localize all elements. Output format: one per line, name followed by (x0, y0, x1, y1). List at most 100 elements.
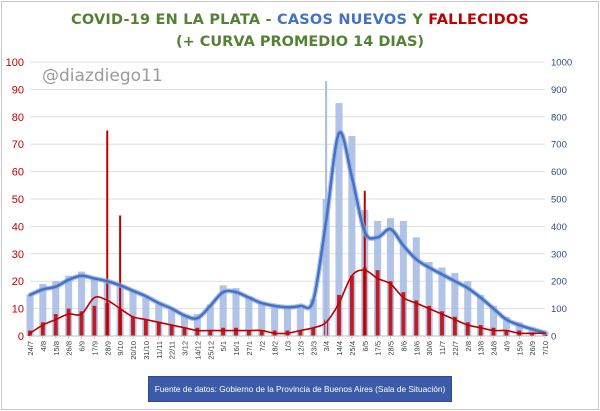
cases-average-point (492, 307, 495, 310)
x-tick-label: 7/10 (541, 341, 550, 356)
x-tick-label: 14/12 (193, 341, 202, 360)
deaths-average-point (80, 313, 83, 315)
author-watermark: @diazdiego11 (42, 66, 163, 86)
deaths-average-point (428, 308, 430, 310)
deaths-average-point (222, 329, 224, 332)
x-tick-label: 14/4 (335, 341, 344, 356)
deaths-bar (375, 270, 380, 336)
x-tick-label: 16/1 (232, 341, 241, 356)
deaths-average-point (364, 269, 366, 271)
right-axis-tick-label: 0 (551, 332, 556, 343)
deaths-average-point (441, 313, 443, 315)
deaths-average-point (93, 297, 95, 299)
x-tick-label: 30/6 (425, 341, 434, 356)
cases-bar (412, 237, 420, 336)
cases-bar (348, 135, 356, 336)
deaths-bar (182, 327, 187, 336)
cases-average-point (42, 288, 44, 291)
cases-average-point (106, 280, 109, 283)
deaths-average-point (55, 318, 57, 321)
right-axis-tick-label: 400 (551, 222, 567, 233)
deaths-bar (259, 330, 264, 336)
cases-average-point (402, 244, 405, 247)
left-axis-tick-label: 10 (12, 304, 24, 316)
deaths-average-point (325, 321, 327, 323)
cases-average-point (286, 306, 289, 309)
deaths-bar (53, 314, 58, 336)
deaths-average-point (505, 329, 507, 332)
x-tick-label: 24/8 (490, 341, 499, 356)
deaths-bar (491, 327, 496, 336)
deaths-average-point (42, 324, 44, 326)
cases-average-point (415, 258, 418, 261)
x-tick-label: 28/5 (387, 341, 396, 356)
cases-average-point (389, 228, 392, 230)
x-tick-label: 11/7 (438, 341, 447, 355)
x-tick-label: 11/11 (155, 341, 164, 359)
x-tick-label: 3/12 (181, 341, 190, 356)
right-axis-tick-label: 800 (551, 112, 567, 123)
cases-average-point (157, 302, 160, 304)
left-axis-tick-label: 60 (12, 167, 24, 179)
deaths-average-point (171, 324, 173, 326)
x-tick-label: 13/8 (477, 341, 486, 356)
deaths-bar (221, 327, 226, 336)
x-tick-label: 25/12 (206, 341, 215, 360)
cases-average-point (222, 291, 224, 293)
cases-bar (515, 322, 523, 336)
x-tick-label: 26/9 (528, 341, 537, 356)
cases-bar (52, 281, 60, 336)
deaths-average-point (531, 332, 533, 334)
deaths-average-point (106, 299, 108, 301)
x-tick-label: 22/11 (168, 341, 177, 359)
cases-bar (477, 294, 485, 336)
deaths-bar (427, 305, 432, 336)
left-axis-tick-label: 40 (12, 221, 24, 233)
deaths-bar (131, 316, 135, 336)
deaths-bar (349, 275, 354, 336)
cases-bar (77, 271, 86, 336)
deaths-average-point (492, 329, 495, 332)
x-tick-label: 7/2 (258, 341, 267, 351)
x-tick-label: 20/10 (129, 341, 138, 360)
deaths-average-point (467, 324, 469, 326)
deaths-bar (66, 308, 71, 336)
cases-bar (26, 294, 34, 336)
cases-average-point (196, 317, 199, 319)
deaths-bar (337, 294, 341, 336)
deaths-average-point (132, 316, 134, 318)
deaths-average-point (415, 302, 417, 304)
cases-average-point (119, 284, 121, 287)
cases-bar (386, 218, 395, 336)
title-part-location: COVID-19 EN LA PLATA - (71, 12, 278, 28)
deaths-bar (92, 305, 97, 336)
deaths-bar (440, 311, 444, 336)
cases-bar (283, 305, 292, 336)
cases-average-point (454, 280, 456, 283)
x-tick-label: 4/9 (502, 341, 511, 351)
cases-bar (528, 327, 536, 336)
deaths-average-point (68, 313, 70, 315)
deaths-average-point (274, 332, 276, 334)
deaths-average-point (518, 332, 520, 334)
left-axis-tick-label: 80 (12, 112, 24, 124)
cases-average-line (28, 131, 547, 334)
right-axis-tick-label: 700 (551, 140, 567, 151)
deaths-average-point (235, 329, 237, 332)
x-tick-label: 26/8 (65, 341, 74, 356)
cases-average-point (363, 231, 366, 233)
cases-average-point (299, 305, 302, 307)
cases-average-point (312, 299, 315, 302)
cases-average-point (29, 294, 31, 296)
deaths-average-point (299, 329, 301, 332)
right-axis-tick-label: 600 (551, 167, 567, 178)
x-tick-label: 12/3 (296, 341, 305, 356)
cases-bar (425, 262, 433, 336)
deaths-average-point (351, 275, 353, 277)
left-axis-tick-label: 100 (6, 57, 24, 69)
cases-bar (155, 304, 163, 336)
cases-average-point (93, 277, 96, 280)
deaths-bar (311, 327, 316, 336)
